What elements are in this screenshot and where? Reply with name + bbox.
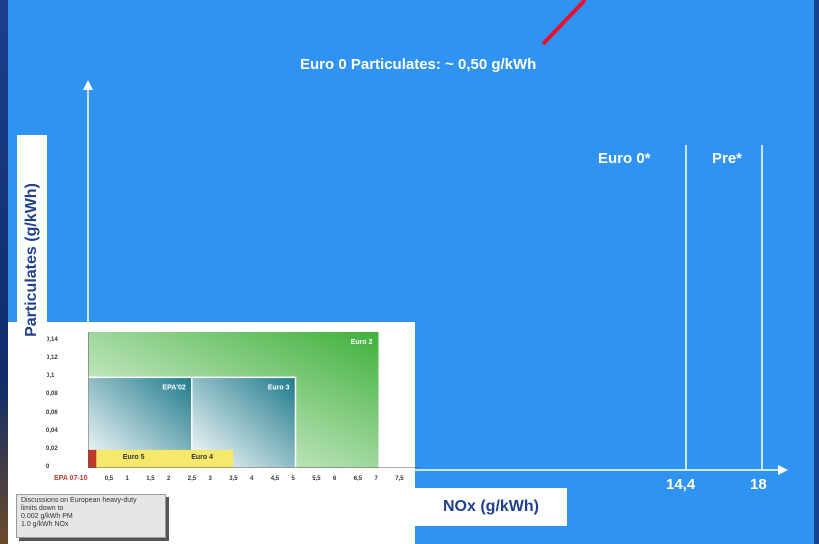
window-right-border bbox=[814, 0, 819, 544]
inset-x-tick: 5 bbox=[291, 476, 295, 482]
inset-y-tick: 0,08 bbox=[46, 391, 58, 398]
inset-box-label-euro-4: Euro 4 bbox=[191, 454, 213, 461]
inset-box-label-euro-5: Euro 5 bbox=[123, 454, 145, 461]
inset-y-tick: 0,12 bbox=[46, 355, 58, 362]
inset-box-label-euro-3: Euro 3 bbox=[268, 384, 290, 391]
inset-x-tick: 7,5 bbox=[395, 476, 404, 482]
inset-x-tick: 0,5 bbox=[104, 476, 114, 482]
inset-x-tick: 6 bbox=[333, 476, 337, 482]
category-label-pre: Pre* bbox=[712, 150, 743, 167]
inset-box-euro-4 bbox=[171, 449, 234, 468]
red-arrow bbox=[541, 0, 587, 46]
inset-x-tick: 1,5 bbox=[146, 476, 155, 482]
inset-x-tick: 3,5 bbox=[229, 476, 238, 482]
x-axis-arrowhead bbox=[778, 465, 788, 475]
inset-y-tick: 0,06 bbox=[46, 409, 58, 416]
inset-x-tick: 6,5 bbox=[353, 476, 363, 482]
inset-y-tick: 0,14 bbox=[46, 337, 58, 344]
inset-x-tick: 7 bbox=[374, 476, 378, 482]
inset-box-label-euro-2: Euro 2 bbox=[351, 339, 373, 346]
y-axis-arrowhead bbox=[83, 80, 93, 90]
y-axis-label: Particulates (g/kWh) bbox=[17, 135, 47, 385]
inset-chart: Euro 2 EPA'02 Euro 3 Euro 5 Euro 4 bbox=[88, 332, 420, 468]
inset-chart-panel: Euro 2 EPA'02 Euro 3 Euro 5 Euro 4 EPA 07-10… bbox=[8, 322, 420, 544]
inset-box-label-epa-02: EPA'02 bbox=[162, 384, 185, 391]
inset-y-tick: 0,02 bbox=[46, 445, 58, 452]
euro0-annotation: Euro 0 Particulates: ~ 0,50 g/kWh bbox=[300, 56, 537, 73]
inset-x-tick: 4,5 bbox=[270, 476, 280, 482]
x-tick-14-4: 14,4 bbox=[666, 476, 696, 493]
x-axis-label: NOx (g/kWh) bbox=[415, 488, 567, 526]
category-label-euro0: Euro 0* bbox=[598, 150, 651, 167]
inset-box-euro-5 bbox=[96, 449, 171, 468]
x-tick-18: 18 bbox=[750, 476, 767, 493]
inset-x-tick: 2,5 bbox=[187, 476, 197, 482]
inset-box-epa-07-10 bbox=[88, 449, 97, 468]
inset-y-tick: 0,04 bbox=[46, 427, 58, 434]
inset-y-tick: 0,1 bbox=[46, 373, 55, 380]
inset-x-tick: 5,5 bbox=[312, 476, 321, 482]
inset-x-tick: 1 bbox=[125, 476, 129, 482]
epa-07-10-label: EPA 07-10 bbox=[54, 475, 88, 482]
window-left-border bbox=[0, 0, 8, 544]
discussion-note: Discussions on European heavy-duty limit… bbox=[16, 494, 166, 538]
inset-x-tick: 3 bbox=[208, 476, 212, 482]
inset-x-tick: 2 bbox=[167, 476, 171, 482]
inset-y-tick: 0 bbox=[46, 464, 50, 470]
inset-x-tick: 4 bbox=[250, 476, 254, 482]
